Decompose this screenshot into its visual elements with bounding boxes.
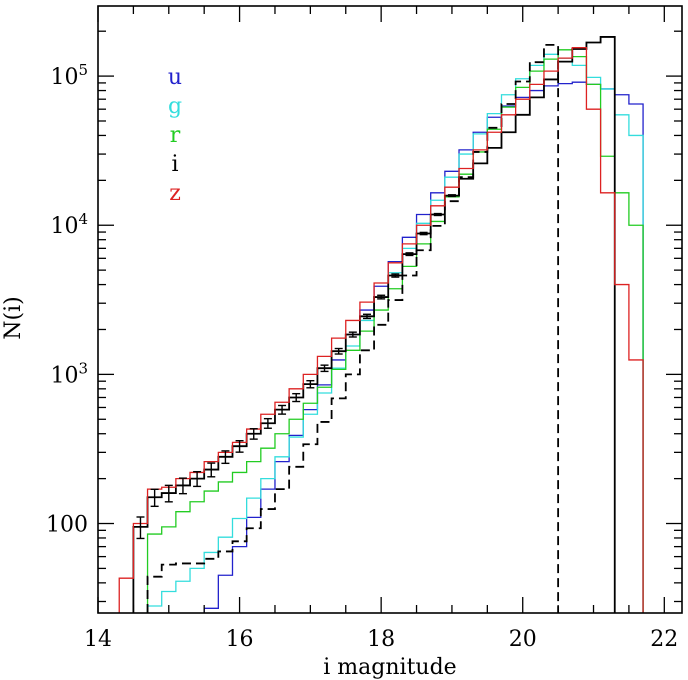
error-bar [278,404,287,415]
error-bar [334,347,343,355]
error-bar [164,484,173,503]
plot-area [118,36,644,613]
error-bar [249,428,258,440]
x-tick-label: 14 [84,627,112,652]
series-i-dashed-line [146,43,560,613]
error-bar [362,313,371,320]
error-bar [433,212,442,217]
error-bar [348,331,357,338]
error-bar [405,252,414,257]
error-bar [292,392,301,403]
legend-item-r: r [170,123,181,148]
x-tick-label: 20 [509,627,537,652]
error-bar [447,194,456,198]
legend-item-u: u [168,65,182,90]
error-bar [320,364,329,373]
y-tick-label: 103 [50,359,88,388]
error-bar [136,516,145,540]
legend-item-g: g [168,94,182,119]
y-tick-label: 104 [50,210,88,239]
x-tick-label: 18 [367,627,395,652]
x-axis-label: i magnitude [323,655,456,680]
plot-frame [97,5,683,614]
legend-item-z: z [169,181,181,206]
error-bar [150,488,159,508]
error-bar [193,470,202,488]
y-axis-label: N(i) [1,296,26,339]
error-bar [306,380,315,389]
error-bar [263,417,272,429]
series-u-line [175,81,644,613]
y-tick-label: 105 [50,61,88,90]
series-z-line [118,47,644,613]
x-tick-label: 22 [650,627,678,652]
series-r-line [146,49,644,613]
error-bar [391,273,400,278]
x-tick-label: 16 [226,627,254,652]
error-bar [419,231,428,236]
error-bar [377,294,386,300]
axis-ticks [97,6,682,613]
y-tick-label: 100 [46,513,88,538]
error-bar [207,462,216,478]
error-bar [235,440,244,453]
legend-item-i: i [171,152,178,177]
error-bar [178,477,187,495]
error-bar [221,450,230,465]
